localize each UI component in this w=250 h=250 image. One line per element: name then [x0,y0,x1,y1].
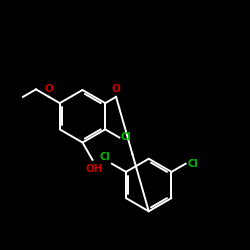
Text: O: O [112,84,120,94]
Text: O: O [44,84,53,94]
Text: OH: OH [85,164,102,173]
Text: Cl: Cl [187,159,198,169]
Text: Cl: Cl [121,132,132,142]
Text: Cl: Cl [100,152,111,162]
